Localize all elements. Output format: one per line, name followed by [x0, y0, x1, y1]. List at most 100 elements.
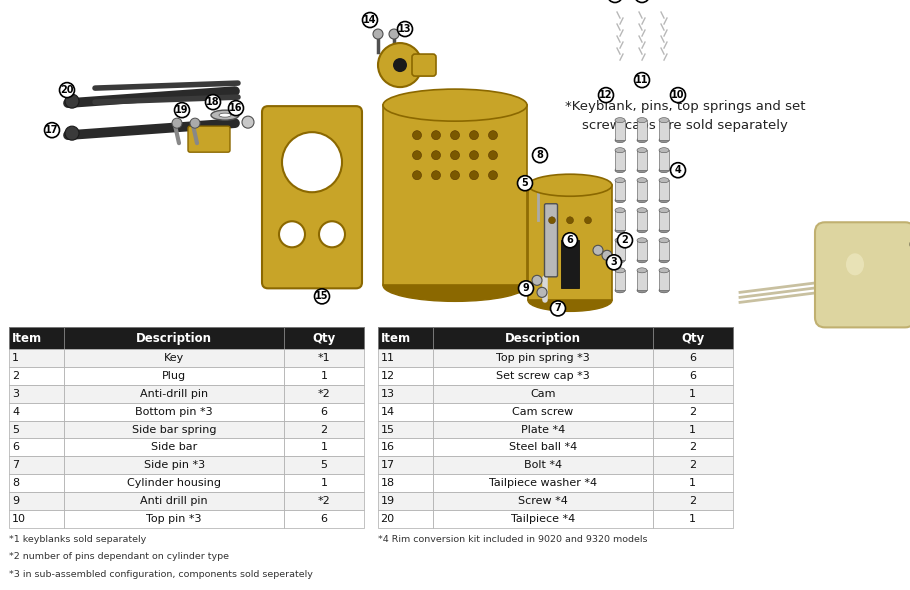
- Circle shape: [206, 94, 220, 110]
- FancyBboxPatch shape: [64, 474, 284, 492]
- Text: 5: 5: [12, 425, 19, 435]
- FancyBboxPatch shape: [615, 180, 625, 200]
- Circle shape: [549, 217, 555, 224]
- Text: 11: 11: [635, 75, 649, 85]
- FancyBboxPatch shape: [378, 474, 432, 492]
- Text: *2 number of pins dependant on cylinder type: *2 number of pins dependant on cylinder …: [9, 552, 229, 562]
- Circle shape: [551, 301, 565, 316]
- FancyBboxPatch shape: [284, 403, 364, 421]
- Text: *3 in sub-assembled configuration, components sold seperately: *3 in sub-assembled configuration, compo…: [9, 570, 313, 579]
- Ellipse shape: [659, 268, 669, 273]
- FancyBboxPatch shape: [659, 120, 669, 140]
- Ellipse shape: [659, 198, 669, 203]
- Text: 1: 1: [320, 371, 328, 381]
- Text: *1: *1: [318, 353, 330, 363]
- Text: Qty: Qty: [681, 332, 704, 345]
- FancyBboxPatch shape: [652, 421, 733, 438]
- Text: 18: 18: [207, 97, 220, 107]
- Ellipse shape: [219, 113, 231, 117]
- Circle shape: [584, 217, 592, 224]
- Text: *2: *2: [318, 496, 330, 506]
- Text: 1: 1: [320, 442, 328, 453]
- Ellipse shape: [659, 288, 669, 293]
- Text: 14: 14: [363, 15, 377, 25]
- Text: *2: *2: [318, 389, 330, 399]
- Text: 15: 15: [315, 291, 329, 301]
- FancyBboxPatch shape: [659, 270, 669, 290]
- Text: 13: 13: [380, 389, 395, 399]
- Text: 20: 20: [380, 514, 395, 524]
- Text: Plate *4: Plate *4: [521, 425, 565, 435]
- Circle shape: [470, 150, 479, 160]
- Text: 4: 4: [12, 407, 19, 417]
- FancyBboxPatch shape: [9, 327, 64, 349]
- Text: Set screw cap *3: Set screw cap *3: [496, 371, 590, 381]
- Circle shape: [489, 171, 498, 180]
- Circle shape: [671, 163, 685, 178]
- FancyBboxPatch shape: [383, 105, 527, 286]
- Ellipse shape: [615, 288, 625, 293]
- FancyBboxPatch shape: [9, 438, 64, 456]
- Text: 5: 5: [320, 460, 328, 470]
- FancyBboxPatch shape: [284, 385, 364, 403]
- Ellipse shape: [615, 117, 625, 123]
- Text: 18: 18: [380, 478, 395, 488]
- FancyBboxPatch shape: [64, 492, 284, 510]
- Ellipse shape: [383, 89, 527, 121]
- Circle shape: [65, 126, 79, 140]
- FancyBboxPatch shape: [615, 120, 625, 140]
- Ellipse shape: [659, 178, 669, 183]
- Text: 1: 1: [689, 389, 696, 399]
- Circle shape: [393, 58, 407, 72]
- FancyBboxPatch shape: [432, 349, 652, 367]
- FancyBboxPatch shape: [284, 510, 364, 527]
- Circle shape: [489, 130, 498, 140]
- Circle shape: [470, 130, 479, 140]
- Text: 17: 17: [380, 460, 395, 470]
- Text: 3: 3: [611, 257, 617, 267]
- Text: 20: 20: [60, 85, 74, 95]
- Circle shape: [489, 150, 498, 160]
- Text: Tailpiece *4: Tailpiece *4: [511, 514, 575, 524]
- Ellipse shape: [659, 137, 669, 143]
- Text: Item: Item: [380, 332, 410, 345]
- FancyBboxPatch shape: [64, 367, 284, 385]
- FancyBboxPatch shape: [64, 385, 284, 403]
- Ellipse shape: [659, 117, 669, 123]
- FancyBboxPatch shape: [652, 349, 733, 367]
- FancyBboxPatch shape: [284, 456, 364, 474]
- Ellipse shape: [383, 269, 527, 301]
- FancyBboxPatch shape: [9, 367, 64, 385]
- Text: Screw *4: Screw *4: [518, 496, 568, 506]
- FancyBboxPatch shape: [9, 510, 64, 527]
- Text: Side bar spring: Side bar spring: [132, 425, 217, 435]
- Text: 6: 6: [567, 235, 573, 245]
- FancyBboxPatch shape: [432, 367, 652, 385]
- FancyBboxPatch shape: [188, 126, 230, 152]
- FancyBboxPatch shape: [637, 180, 647, 200]
- Text: *1 keyblanks sold separately: *1 keyblanks sold separately: [9, 535, 147, 544]
- FancyBboxPatch shape: [652, 474, 733, 492]
- Circle shape: [599, 87, 613, 103]
- FancyBboxPatch shape: [432, 456, 652, 474]
- Text: 9: 9: [12, 496, 19, 506]
- FancyBboxPatch shape: [652, 438, 733, 456]
- Ellipse shape: [659, 238, 669, 243]
- Text: 7: 7: [554, 303, 561, 313]
- Text: 1: 1: [12, 353, 19, 363]
- Circle shape: [315, 289, 329, 304]
- FancyBboxPatch shape: [9, 421, 64, 438]
- Ellipse shape: [615, 268, 625, 273]
- Text: 1: 1: [689, 478, 696, 488]
- FancyBboxPatch shape: [64, 421, 284, 438]
- FancyBboxPatch shape: [615, 240, 625, 260]
- Text: 2: 2: [320, 425, 328, 435]
- Text: 4: 4: [674, 165, 682, 175]
- Text: Side bar: Side bar: [151, 442, 197, 453]
- FancyBboxPatch shape: [378, 349, 432, 367]
- FancyBboxPatch shape: [652, 456, 733, 474]
- FancyBboxPatch shape: [284, 349, 364, 367]
- Text: 2: 2: [689, 407, 696, 417]
- FancyBboxPatch shape: [432, 438, 652, 456]
- Text: 6: 6: [689, 371, 696, 381]
